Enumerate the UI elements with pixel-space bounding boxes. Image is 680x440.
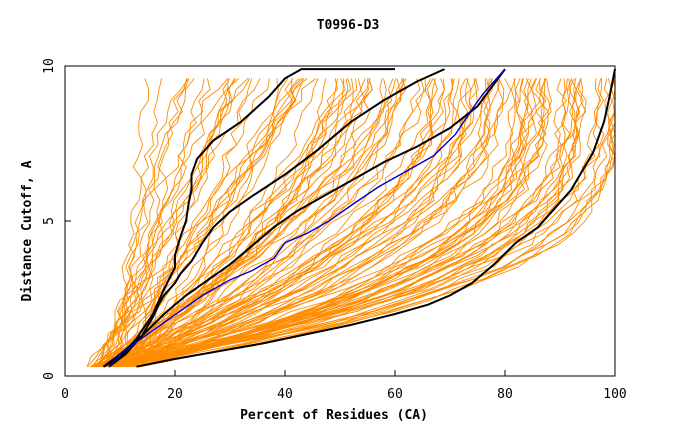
highlighted-series-line [102, 68, 506, 368]
highlighted-series-line [136, 68, 616, 368]
model-series-line [129, 78, 371, 367]
model-series-line [103, 78, 401, 368]
model-series-line [101, 78, 229, 367]
model-series-line [139, 78, 602, 368]
y-tick-label: 0 [42, 372, 57, 380]
model-series-line [94, 78, 432, 368]
model-series-line [91, 78, 505, 368]
model-series-line [129, 78, 491, 368]
model-series-line [95, 78, 571, 368]
model-series-line [104, 78, 237, 367]
model-series-line [127, 78, 445, 368]
model-series-line [103, 78, 576, 368]
background-series-group [86, 78, 616, 368]
model-series-line [129, 78, 387, 368]
model-series-line [126, 78, 384, 368]
x-tick-label: 80 [497, 387, 513, 402]
model-series-line [125, 78, 434, 368]
model-series-line [117, 78, 572, 368]
x-tick-label: 0 [61, 387, 69, 402]
model-series-line [101, 78, 249, 367]
model-series-line [123, 78, 542, 368]
model-series-line [93, 78, 231, 367]
model-series-line [109, 78, 582, 368]
model-series-line [109, 78, 567, 368]
model-series-line [103, 78, 605, 368]
model-series-line [136, 78, 188, 367]
model-series-line [138, 78, 616, 368]
axis-ticks: 0 20 40 60 80 100 0 5 10 [42, 58, 627, 402]
y-tick-label: 10 [42, 58, 57, 74]
model-series-line [91, 78, 616, 368]
model-series-line [107, 78, 490, 368]
chart-title: T0996-D3 [317, 18, 380, 33]
model-series-line [135, 78, 520, 368]
model-series-line [101, 78, 421, 368]
model-series-line [138, 78, 338, 367]
highlighted-series-line [103, 68, 395, 368]
model-series-line [93, 78, 479, 368]
model-series-line [110, 78, 404, 368]
model-series-line [112, 78, 317, 367]
model-series-line [94, 78, 516, 368]
model-series-line [107, 78, 493, 368]
model-series-line [97, 78, 279, 367]
x-tick-label: 40 [277, 387, 293, 402]
y-tick-label: 5 [42, 217, 57, 225]
model-series-line [108, 78, 499, 368]
model-series-line [137, 78, 354, 368]
x-tick-label: 100 [603, 387, 626, 402]
model-series-line [103, 78, 302, 367]
model-series-line [93, 78, 394, 368]
highlighted-series-line [108, 68, 445, 368]
highlighted-series-group [102, 68, 616, 368]
model-series-line [91, 78, 546, 368]
x-tick-label: 60 [387, 387, 403, 402]
y-axis-label: Distance Cutoff, A [20, 160, 35, 301]
model-series-line [101, 78, 240, 367]
x-tick-label: 20 [167, 387, 183, 402]
model-series-line [93, 78, 407, 368]
model-series-line [97, 78, 349, 368]
model-series-line [97, 78, 534, 368]
model-series-line [93, 78, 477, 368]
model-series-line [107, 78, 163, 367]
model-series-line [91, 78, 405, 368]
model-series-line [106, 78, 195, 367]
x-axis-label: Percent of Residues (CA) [240, 408, 428, 423]
model-series-line [97, 78, 425, 368]
highlighted-series-line [108, 68, 506, 368]
model-series-line [94, 78, 602, 368]
model-series-line [139, 78, 469, 368]
model-series-line [94, 78, 613, 368]
model-series-line [98, 78, 205, 367]
model-series-line [108, 78, 250, 367]
model-series-line [87, 78, 304, 367]
model-series-line [86, 78, 304, 367]
model-series-line [118, 78, 587, 368]
